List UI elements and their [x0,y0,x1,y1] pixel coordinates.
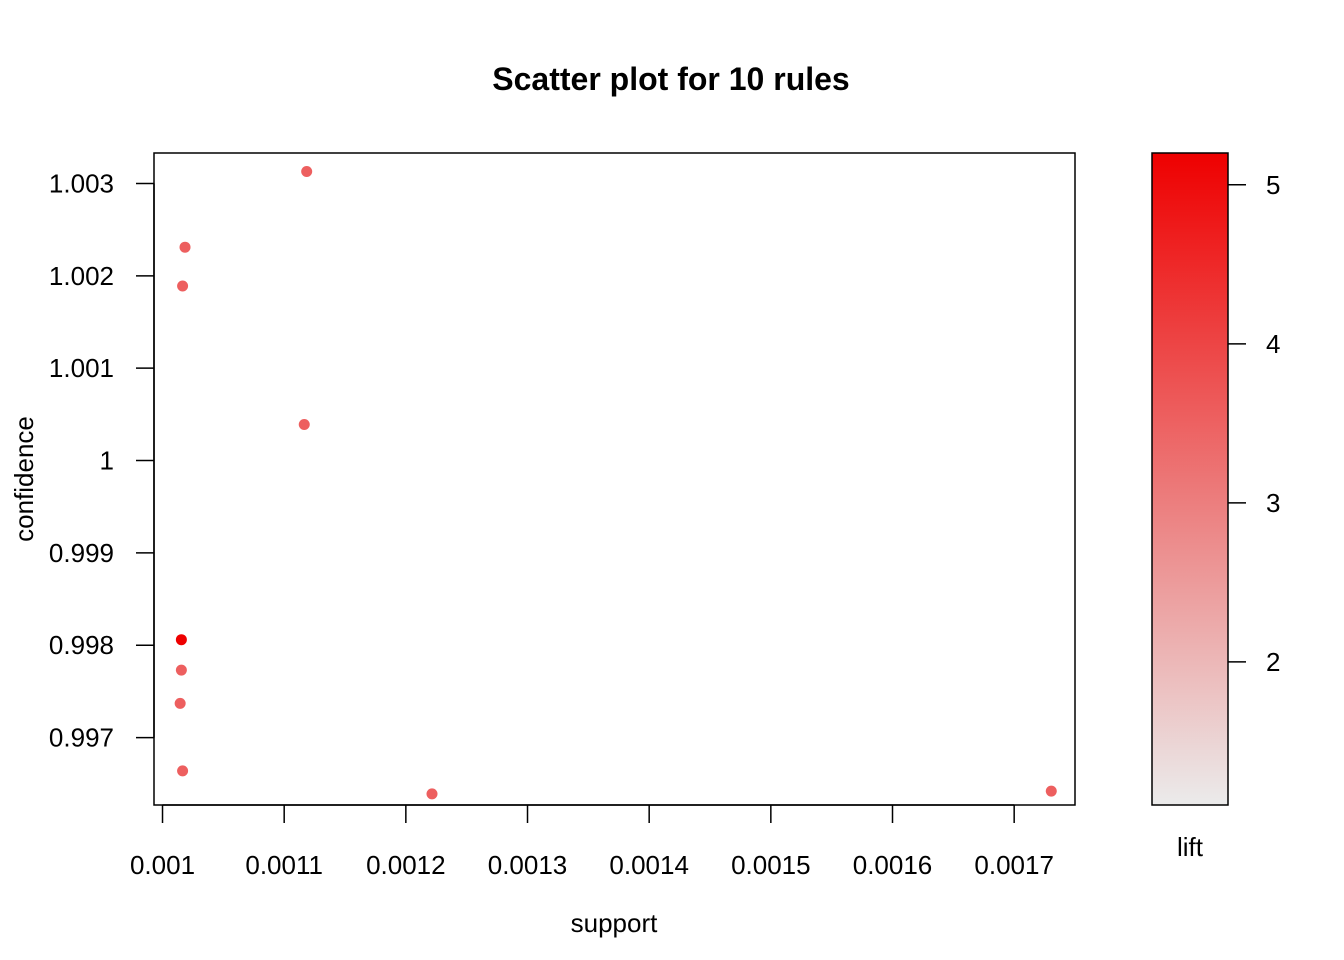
x-tick-label: 0.0011 [245,850,323,880]
x-tick-label: 0.0013 [488,850,568,880]
data-point [177,280,189,292]
data-point [177,765,189,777]
y-tick-label: 0.999 [49,538,114,568]
data-point [426,788,438,800]
data-point [174,697,186,709]
y-tick-label: 1.002 [49,261,114,291]
x-tick-label: 0.001 [130,850,195,880]
y-tick-label: 1.003 [49,168,114,198]
colorbar-tick-label: 2 [1266,647,1280,677]
x-tick-label: 0.0017 [974,850,1054,880]
data-point [301,165,313,177]
y-tick-label: 1 [100,446,114,476]
colorbar-tick-label: 3 [1266,488,1280,518]
x-axis: 0.001 0.0011 0.0012 0.0013 0.0014 0.0015 0.001… [130,804,1054,880]
y-tick-label: 0.997 [49,723,114,753]
colorbar-axis: 2 3 4 5 [1228,170,1280,677]
x-tick-label: 0.0016 [853,850,933,880]
data-point [175,664,187,676]
plot-frame [153,152,1076,806]
colorbar [1151,152,1229,806]
data-point [1045,785,1057,797]
data-point [298,419,310,431]
x-tick-label: 0.0014 [609,850,689,880]
x-tick-label: 0.0012 [366,850,446,880]
y-tick-label: 0.998 [49,630,114,660]
y-axis-label: confidence [9,416,39,542]
data-point [179,241,191,253]
chart-title: Scatter plot for 10 rules [492,61,849,97]
y-tick-label: 1.001 [49,353,114,383]
y-axis: 0.997 0.998 0.999 1 1.001 1.002 1.003 [49,168,155,753]
x-axis-label: support [571,908,658,938]
data-point [175,634,187,646]
x-tick-label: 0.0015 [731,850,811,880]
scatter-points [174,165,1057,800]
colorbar-label: lift [1177,832,1204,862]
colorbar-tick-label: 5 [1266,170,1280,200]
colorbar-tick-label: 4 [1266,329,1280,359]
